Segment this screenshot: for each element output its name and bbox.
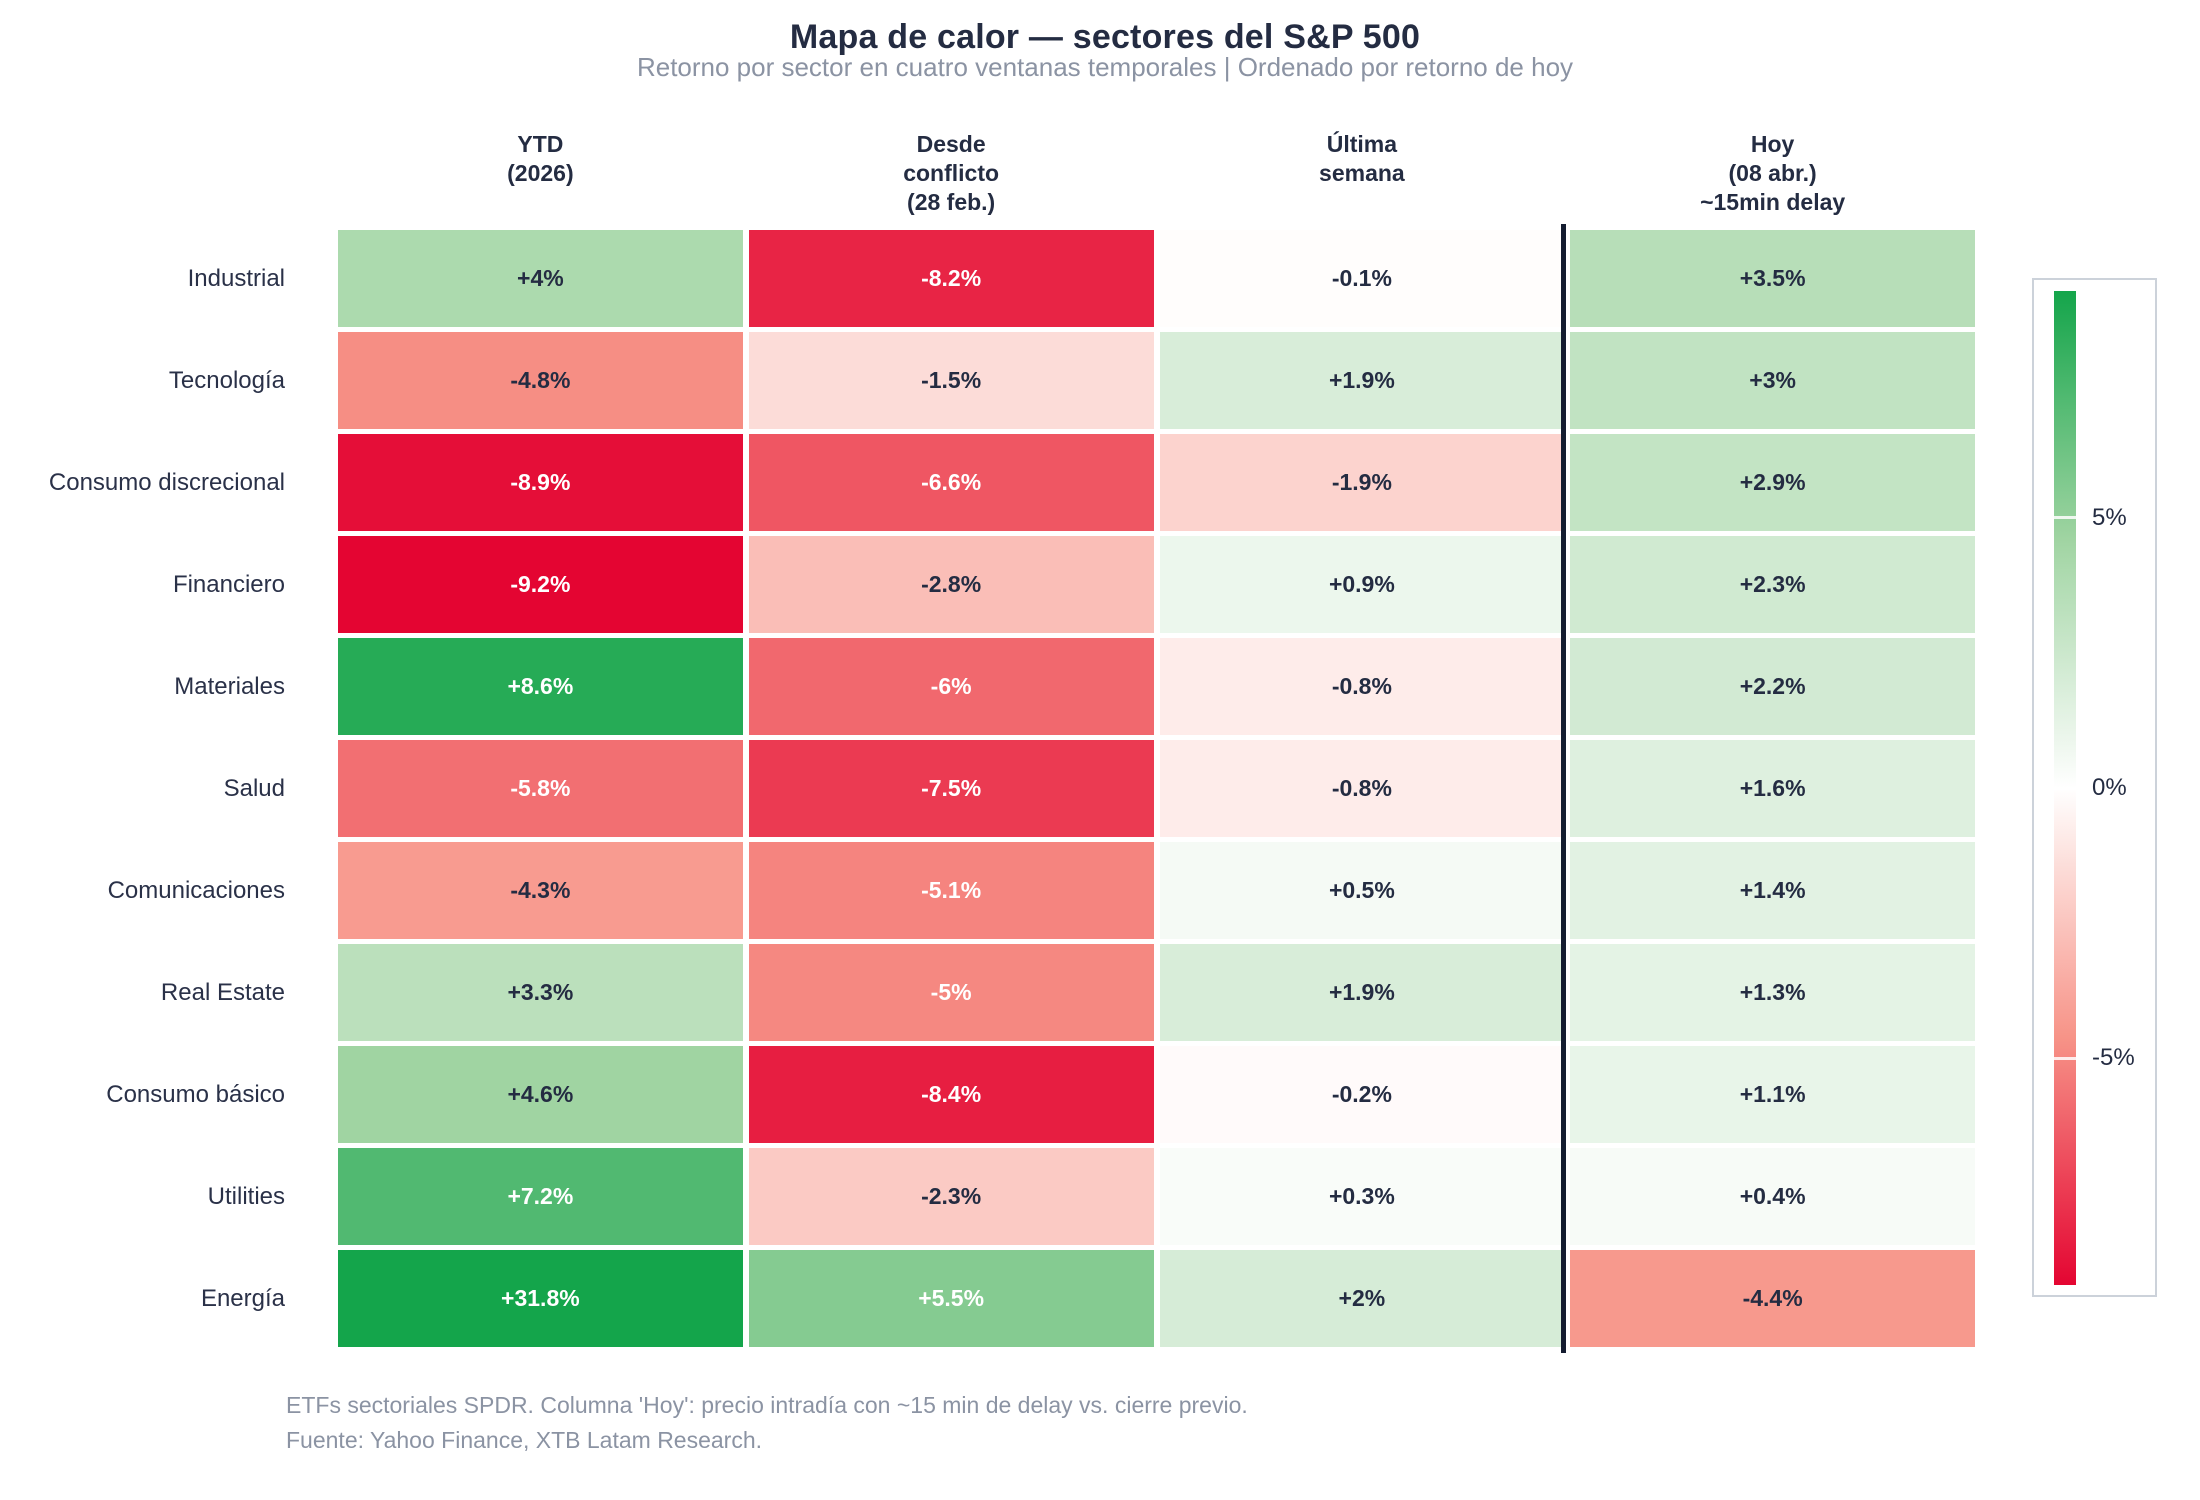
colorbar: 5% 0% -5%	[2032, 278, 2157, 1297]
row-label: Utilities	[207, 1182, 285, 1210]
heatmap-cell: +7.2%	[338, 1148, 743, 1245]
row-label: Salud	[223, 774, 285, 802]
column-headers: YTD (2026) Desde conflicto (28 feb.) Últim…	[338, 130, 1975, 217]
heatmap-cell: +3%	[1570, 332, 1975, 429]
heatmap-cell: +4%	[338, 230, 743, 327]
row-label: Consumo básico	[106, 1080, 285, 1108]
heatmap-cell: +2%	[1159, 1250, 1565, 1347]
colorbar-gradient	[2054, 291, 2076, 1285]
heatmap-cell: -6.6%	[748, 434, 1154, 531]
heatmap-cell: +2.9%	[1570, 434, 1975, 531]
footnote: ETFs sectoriales SPDR. Columna 'Hoy': pr…	[286, 1388, 1248, 1458]
heatmap-cell: -4.8%	[338, 332, 743, 429]
heatmap-cell: +1.4%	[1570, 842, 1975, 939]
heatmap-cell: -8.2%	[748, 230, 1154, 327]
heatmap-cell: +0.3%	[1159, 1148, 1565, 1245]
row-label: Financiero	[172, 570, 285, 598]
row-label: Consumo discrecional	[48, 468, 285, 496]
row-label: Energía	[200, 1284, 285, 1312]
heatmap-cell: +4.6%	[338, 1046, 743, 1143]
colorbar-tick-label: 0%	[2092, 774, 2127, 801]
heatmap-cell: -8.4%	[748, 1046, 1154, 1143]
row-label: Tecnología	[168, 366, 285, 394]
heatmap-cell: +2.3%	[1570, 536, 1975, 633]
row-label: Real Estate	[160, 978, 285, 1006]
colorbar-tick	[2054, 516, 2076, 520]
today-divider-line	[1561, 224, 1566, 1353]
heatmap-cell: -8.9%	[338, 434, 743, 531]
row-label: Comunicaciones	[107, 876, 285, 904]
colorbar-tick-label: 5%	[2092, 503, 2127, 531]
column-header-2: Última semana	[1319, 131, 1405, 186]
chart-subtitle: Retorno por sector en cuatro ventanas te…	[636, 52, 1574, 82]
heatmap-cell: +0.4%	[1570, 1148, 1975, 1245]
footnote-line-2: Fuente: Yahoo Finance, XTB Latam Researc…	[286, 1427, 763, 1453]
heatmap-cell: +8.6%	[338, 638, 743, 735]
heatmap-cell: -5.1%	[748, 842, 1154, 939]
heatmap-cell: -1.5%	[748, 332, 1154, 429]
heatmap-cell: +1.9%	[1159, 332, 1565, 429]
heatmap-cell: -2.8%	[748, 536, 1154, 633]
colorbar-tick-label: -5%	[2092, 1044, 2135, 1072]
heatmap-cell: -6%	[748, 638, 1154, 735]
heatmap-cell: -0.8%	[1159, 638, 1565, 735]
column-header-1: Desde conflicto (28 feb.)	[903, 131, 1000, 215]
column-header-0: YTD (2026)	[507, 131, 574, 186]
row-label: Materiales	[174, 672, 285, 700]
heatmap-cell: -2.3%	[748, 1148, 1154, 1245]
heatmap-cell: -0.8%	[1159, 740, 1565, 837]
heatmap-cell: +0.5%	[1159, 842, 1565, 939]
heatmap-cell: -4.3%	[338, 842, 743, 939]
heatmap-cell: +1.3%	[1570, 944, 1975, 1041]
heatmap-cell: +0.9%	[1159, 536, 1565, 633]
heatmap-cell: -9.2%	[338, 536, 743, 633]
heatmap-cell: -4.4%	[1570, 1250, 1975, 1347]
footnote-line-1: ETFs sectoriales SPDR. Columna 'Hoy': pr…	[286, 1392, 1248, 1418]
heatmap-cell: +1.6%	[1570, 740, 1975, 837]
colorbar-tick	[2054, 1056, 2076, 1060]
heatmap-cell: +2.2%	[1570, 638, 1975, 735]
heatmap-cell: -0.1%	[1159, 230, 1565, 327]
chart-title: Mapa de calor — sectores del S&P 500	[789, 18, 1421, 56]
heatmap-cell: +1.9%	[1159, 944, 1565, 1041]
heatmap-cell: -5.8%	[338, 740, 743, 837]
heatmap-cell: +1.1%	[1570, 1046, 1975, 1143]
colorbar-tick	[2054, 786, 2076, 790]
heatmap-cell: -7.5%	[748, 740, 1154, 837]
heatmap-cell: -0.2%	[1159, 1046, 1565, 1143]
heatmap-cell: -5%	[748, 944, 1154, 1041]
heatmap-cell: -1.9%	[1159, 434, 1565, 531]
heatmap-cell: +5.5%	[748, 1250, 1154, 1347]
heatmap-grid: +4% -8.2% -0.1% +3.5% -4.8% -1.5% +1.9% +3% -8.9…	[338, 230, 1975, 1347]
heatmap-cell: +3.3%	[338, 944, 743, 1041]
heatmap-cell: +3.5%	[1570, 230, 1975, 327]
column-header-3: Hoy (08 abr.) ~15min delay	[1700, 131, 1846, 215]
row-label: Industrial	[187, 264, 285, 292]
row-labels: Industrial Tecnología Consumo discrecional…	[0, 230, 285, 1347]
heatmap-cell: +31.8%	[338, 1250, 743, 1347]
